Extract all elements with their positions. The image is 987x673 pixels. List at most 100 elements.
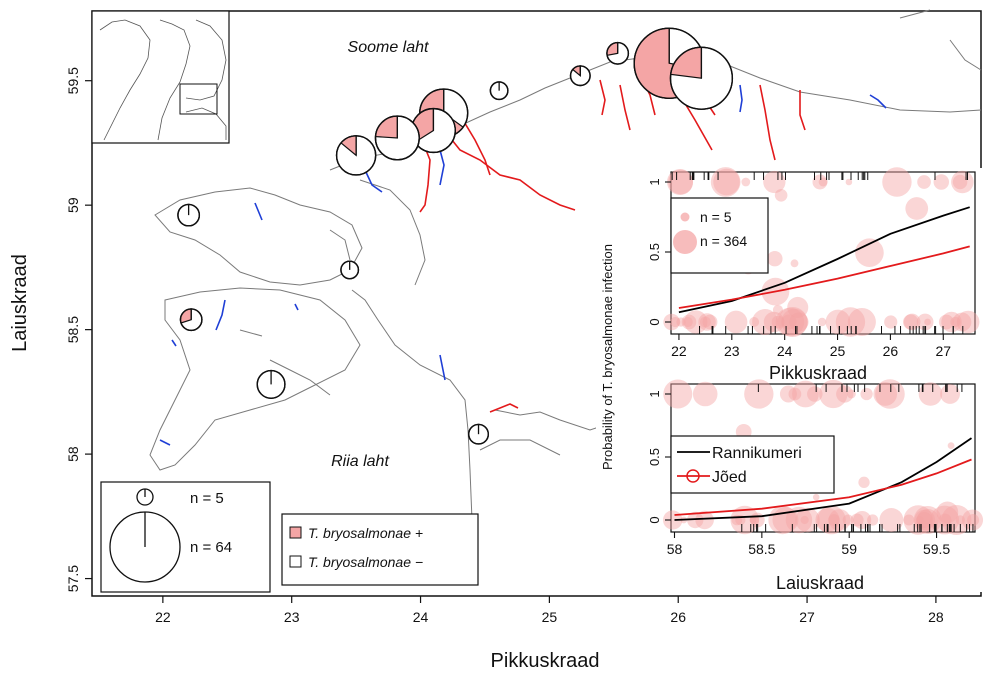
top-observation [724,310,748,334]
map-y-tick-label: 59 [65,197,81,213]
sea-label-gulf-of-riga: Riia laht [331,453,389,470]
positive-legend-label: T. bryosalmonae + [308,525,423,541]
top-observation [781,308,808,336]
latitude-x-axis: 58 58.5 59 59.5 [667,532,950,557]
top-observation [741,177,751,187]
top-observation [698,313,716,331]
top-observation [676,317,686,327]
bottom-x-tick-label: 58.5 [748,541,775,557]
longitude-y-axis: 00.51 [647,178,671,326]
bottom-observation [916,512,933,528]
top-observation [682,316,693,328]
pie-site [669,46,734,110]
pie-site [256,369,286,399]
top-observation [812,174,828,190]
top-observation [790,259,799,268]
top-observation [825,309,851,335]
series-legend: Rannikumeri Jõed [670,435,835,494]
longitude-x-label: Pikkuskraad [769,363,867,383]
top-y-tick-label: 1 [647,178,662,185]
map-x-tick-label: 28 [928,609,944,625]
top-observation [789,312,809,332]
bottom-observation [812,493,820,501]
pie-site [335,135,377,176]
top-observation [884,315,898,329]
top-observation [667,168,694,196]
bottom-observation [860,387,873,401]
top-observation [903,314,919,330]
top-x-tick-label: 25 [830,343,846,359]
bottom-observation [947,442,955,450]
top-x-tick-label: 24 [777,343,793,359]
latitude-x-label: Laiuskraad [776,573,864,593]
top-y-tick-label: 0.5 [647,243,662,261]
top-observation [951,170,974,194]
size-legend: n = 5 n = 64 [100,481,271,593]
legend-rivers: Jõed [712,469,747,486]
bottom-x-tick-label: 58 [667,541,683,557]
top-observation [774,188,788,202]
legend-coastal: Rannikumeri [712,445,802,462]
longitude-curve-coastal [678,206,970,314]
location-inset-map [91,10,230,144]
bottom-observation [875,379,905,409]
bottom-observation [815,507,840,533]
top-observation [771,315,785,329]
negative-swatch [289,555,302,568]
bottom-observation [836,385,854,403]
top-observation [787,296,809,318]
top-observation [781,314,797,330]
map-x-axis-label: Pikkuskraad [491,650,600,672]
top-observation [938,314,954,330]
map-y-tick-label: 58 [65,446,81,462]
bottom-observation [730,505,759,535]
sea-label-gulf-of-finland: Soome laht [348,39,429,56]
positive-swatch [289,526,302,539]
bottom-observation [846,389,856,399]
top-observation [763,311,785,333]
bottom-observation [687,511,704,529]
map-x-tick-label: 25 [542,609,558,625]
top-observation [847,307,876,337]
bottom-observation [915,516,924,524]
bottom-y-tick-label: 1 [647,390,662,397]
top-observation [670,316,681,328]
bottom-y-tick-label: 0 [647,516,662,523]
latitude-y-axis: 00.51 [647,390,671,524]
top-x-tick-label: 22 [671,343,687,359]
top-observation [772,304,784,316]
map-x-tick-label: 26 [670,609,686,625]
map-y-tick-label: 57.5 [65,565,81,592]
bottom-observation [744,379,774,409]
top-observation [882,167,912,197]
bottom-observation [930,505,960,535]
bottom-observation [695,510,714,530]
bottom-observation [903,514,915,526]
top-observation [777,307,808,337]
top-observation [749,317,760,327]
map-x-tick-label: 24 [413,609,429,625]
pie-outline [669,46,734,110]
size-legend-large-label: n = 64 [190,539,232,556]
top-x-tick-label: 23 [724,343,740,359]
top-observation [699,316,711,328]
pie-site [177,203,201,227]
longitude-panel: 22 23 24 25 26 27 00.51 Pikkuskraad n = 5 n =… [647,167,980,383]
bottom-observation [858,476,870,488]
map-y-axis-label: Laiuskraad [9,254,31,352]
probability-inset: 22 23 24 25 26 27 00.51 Pikkuskraad n = 5 n =… [596,167,984,593]
bottom-observation [903,505,933,535]
longitude-rug [671,172,968,334]
bottom-observation [916,508,939,532]
bottom-observation [940,384,960,404]
pie-outline [374,115,420,161]
rivers-clean [159,84,887,446]
bottom-observation [792,380,819,408]
top-observation [952,312,972,332]
bottom-observation [692,381,718,407]
bottom-observation [867,514,879,526]
pie-site [340,260,360,280]
map-x-axis: 22 23 24 25 26 27 28 [155,596,944,625]
bottom-observation [795,507,820,533]
